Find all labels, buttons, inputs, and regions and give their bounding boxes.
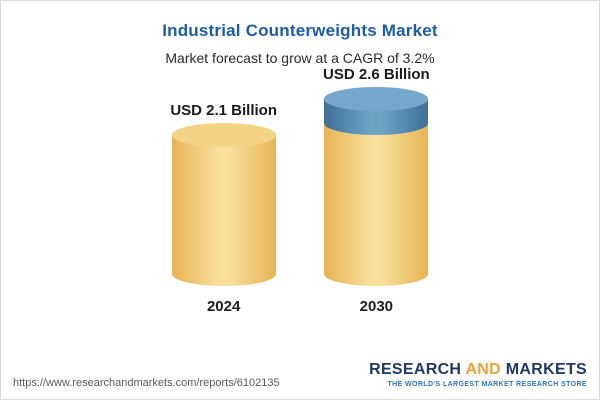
category-label-2024: 2024 [206,298,241,315]
report-url: https://www.researchandmarkets.com/repor… [13,377,280,389]
logo-tagline: THE WORLD'S LARGEST MARKET RESEARCH STOR… [387,380,587,388]
logo-word-markets: MARKETS [505,360,587,378]
logo-wordmark: RESEARCH AND MARKETS [369,361,587,379]
cylinder-bar-2030 [324,87,429,286]
logo-word-research: RESEARCH [369,360,462,378]
cylinder-bar-2024 [171,123,276,286]
chart-subtitle: Market forecast to grow at a CAGR of 3.2… [165,50,435,66]
bar-chart: USD 2.1 Billion 2024 USD 2.6 Billion 203… [1,66,599,357]
cylinder-body-2024 [171,135,276,286]
chart-title: Industrial Counterweights Market [162,21,438,40]
category-label-2030: 2030 [359,298,394,315]
bar-value-label-2030: USD 2.6 Billion [323,66,430,83]
footer: https://www.researchandmarkets.com/repor… [1,357,599,399]
logo-word-and: AND [465,360,502,378]
chart-header: Industrial Counterweights Market Market … [1,1,599,66]
bar-value-label-2024: USD 2.1 Billion [170,102,277,119]
bar-group-2030: USD 2.6 Billion 2030 [323,66,430,315]
cylinder-top-2024 [171,123,276,147]
bar-group-2024: USD 2.1 Billion 2024 [170,102,277,315]
cylinder-top-2030 [324,87,429,111]
research-and-markets-logo: RESEARCH AND MARKETS THE WORLD'S LARGEST… [369,361,587,389]
